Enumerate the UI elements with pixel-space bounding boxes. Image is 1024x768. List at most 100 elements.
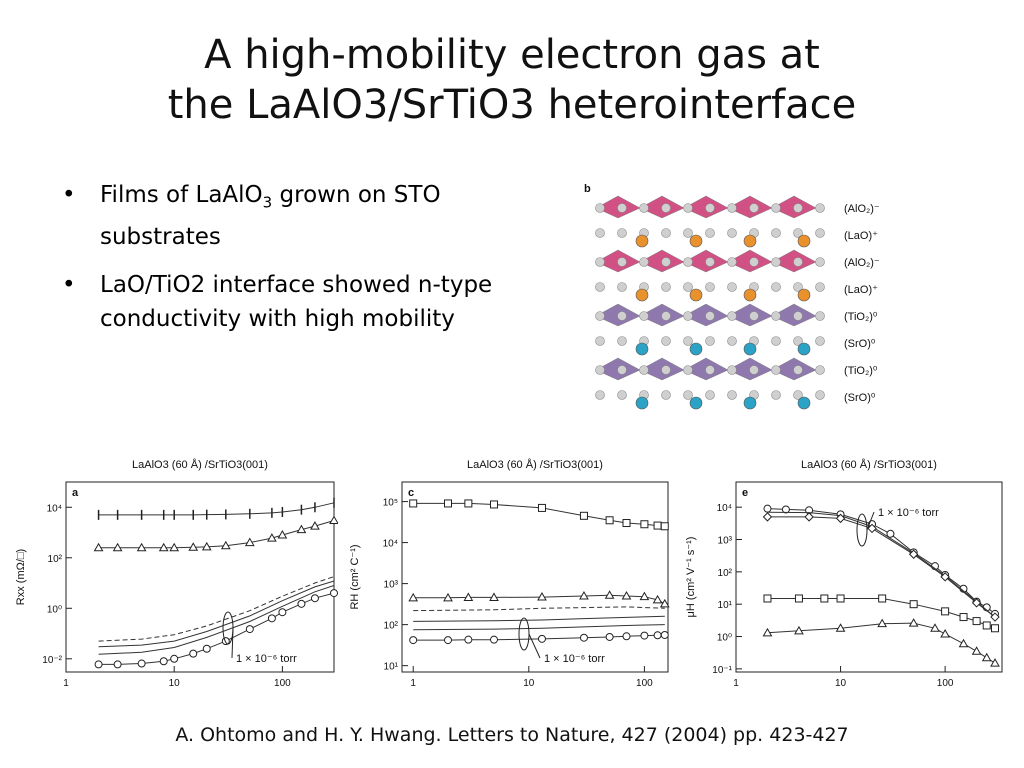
- y-tick-label: 10⁰: [47, 604, 62, 615]
- oxygen-atom: [617, 390, 627, 400]
- oxygen-atom: [771, 336, 781, 346]
- circle-marker: [330, 589, 338, 598]
- series-line: [767, 511, 996, 618]
- y-tick-label: 10⁻¹: [712, 665, 732, 676]
- triangle-marker: [930, 623, 940, 632]
- circle-marker: [137, 659, 146, 668]
- oxygen-atom: [639, 257, 649, 267]
- oxygen-atom: [793, 365, 803, 375]
- diamond-marker: [867, 523, 877, 534]
- panel-letter: a: [72, 487, 79, 499]
- oxygen-atom: [661, 203, 671, 213]
- y-tick-label: 10¹: [718, 600, 733, 611]
- cation-atom: [635, 396, 649, 410]
- diamond-marker: [990, 612, 1000, 622]
- y-tick-label: 10⁵: [383, 498, 398, 509]
- layer-label: (AlO₂)⁻: [844, 203, 880, 215]
- oxygen-atom: [683, 390, 693, 400]
- bullet-marker: •: [62, 182, 76, 208]
- diamond-marker: [971, 598, 982, 608]
- annotation-text: 1 × 10⁻⁶ torr: [236, 653, 297, 665]
- circle-marker: [267, 614, 276, 623]
- cation-atom: [797, 342, 811, 356]
- annotation-leader: [866, 511, 875, 531]
- x-tick-label: 100: [636, 678, 653, 689]
- series-line: [98, 576, 335, 642]
- series-line: [413, 606, 665, 612]
- triangle-marker: [762, 627, 773, 637]
- square-marker: [537, 503, 546, 512]
- annotation-text: 1 × 10⁻⁶ torr: [878, 507, 939, 519]
- series-line: [98, 585, 335, 655]
- triangle-marker: [971, 646, 982, 655]
- bullet-1-sub: 3: [262, 193, 273, 212]
- triangle-marker: [169, 542, 180, 552]
- oxygen-atom: [815, 228, 825, 238]
- oxygen-atom: [793, 228, 803, 238]
- x-tick-label: 1: [410, 678, 416, 689]
- square-marker: [972, 617, 981, 626]
- square-marker: [660, 522, 669, 531]
- oxygen-atom: [595, 311, 605, 321]
- circle-marker: [278, 608, 287, 617]
- square-marker: [959, 613, 968, 622]
- panel-letter: c: [408, 487, 414, 499]
- slide-title: A high-mobility electron gas at the LaAl…: [0, 30, 1024, 130]
- oxygen-atom: [749, 365, 759, 375]
- diamond-marker: [940, 572, 950, 582]
- annotation-ellipse: [856, 513, 868, 547]
- triangle-marker: [112, 542, 123, 552]
- oxygen-atom: [815, 365, 825, 375]
- y-axis-label: μH (cm² V⁻¹ s⁻¹): [685, 537, 697, 618]
- oxygen-atom: [683, 311, 693, 321]
- triangle-marker: [990, 658, 1000, 667]
- bullet-item-2: • LaO/TiO2 interface showed n-type condu…: [62, 268, 502, 336]
- oxygen-atom: [815, 257, 825, 267]
- circle-marker: [444, 636, 453, 645]
- title-line-1: A high-mobility electron gas at: [204, 32, 820, 78]
- bullet-1-pre: Films of LaAlO: [100, 182, 263, 208]
- square-marker: [579, 511, 588, 520]
- square-marker: [941, 607, 950, 616]
- triangle-marker: [296, 524, 307, 534]
- oxygen-atom: [639, 311, 649, 321]
- oxygen-atom: [617, 228, 627, 238]
- panel-letter: e: [742, 487, 748, 499]
- cation-atom: [797, 288, 811, 302]
- circle-marker: [660, 630, 669, 639]
- oxygen-atom: [683, 282, 693, 292]
- oxygen-atom: [683, 336, 693, 346]
- square-marker: [640, 520, 649, 529]
- oxygen-atom: [661, 336, 671, 346]
- triangle-marker: [329, 515, 338, 524]
- rxx-chart: LaAlO3 (60 Å) /SrTiO3(001) a 1 10 100 10⁻² 10⁰…: [15, 458, 338, 689]
- oxygen-atom: [617, 365, 627, 375]
- layer-label: (TiO₂)⁰: [844, 311, 878, 323]
- cation-atom: [743, 288, 757, 302]
- circle-marker: [640, 631, 649, 640]
- triangle-marker: [93, 542, 104, 552]
- series-line: [98, 520, 335, 549]
- circle-marker: [113, 660, 122, 669]
- triangle-marker: [201, 541, 212, 551]
- y-tick-label: 10³: [384, 580, 399, 591]
- triangle-marker: [621, 590, 632, 600]
- oxygen-atom: [815, 282, 825, 292]
- circle-marker: [159, 657, 168, 666]
- diamond-marker: [762, 512, 773, 522]
- oxygen-atom: [815, 336, 825, 346]
- oxygen-atom: [815, 311, 825, 321]
- oxygen-atom: [617, 311, 627, 321]
- triangle-marker: [908, 618, 919, 627]
- bullet-item-1: • Films of LaAlO3 grown on STO substrate…: [62, 178, 502, 254]
- cation-atom: [635, 342, 649, 356]
- triangle-marker: [639, 591, 650, 601]
- chart-title: LaAlO3 (60 Å) /SrTiO3(001): [132, 458, 268, 471]
- title-line-2: the LaAlO3/SrTiO3 heterointerface: [167, 82, 857, 128]
- circle-marker: [490, 635, 499, 644]
- oxygen-atom: [771, 365, 781, 375]
- y-tick-label: 10⁻²: [42, 655, 62, 666]
- series-line: [98, 502, 335, 516]
- y-tick-label: 10²: [384, 621, 399, 632]
- oxygen-atom: [727, 390, 737, 400]
